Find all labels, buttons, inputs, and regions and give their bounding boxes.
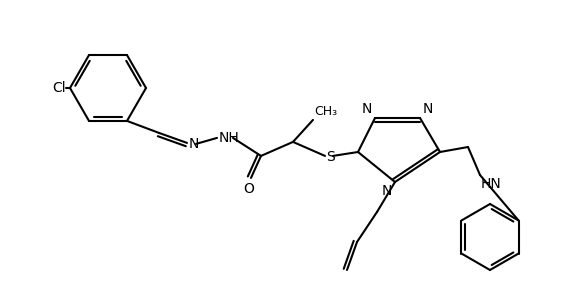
Text: NH: NH <box>219 131 240 145</box>
Text: N: N <box>189 137 199 151</box>
Text: N: N <box>381 184 392 198</box>
Text: Cl: Cl <box>53 81 66 95</box>
Text: N: N <box>423 102 433 116</box>
Text: N: N <box>362 102 372 116</box>
Text: CH₃: CH₃ <box>314 105 337 118</box>
Text: HN: HN <box>481 177 502 191</box>
Text: S: S <box>326 150 334 164</box>
Text: O: O <box>244 182 254 196</box>
